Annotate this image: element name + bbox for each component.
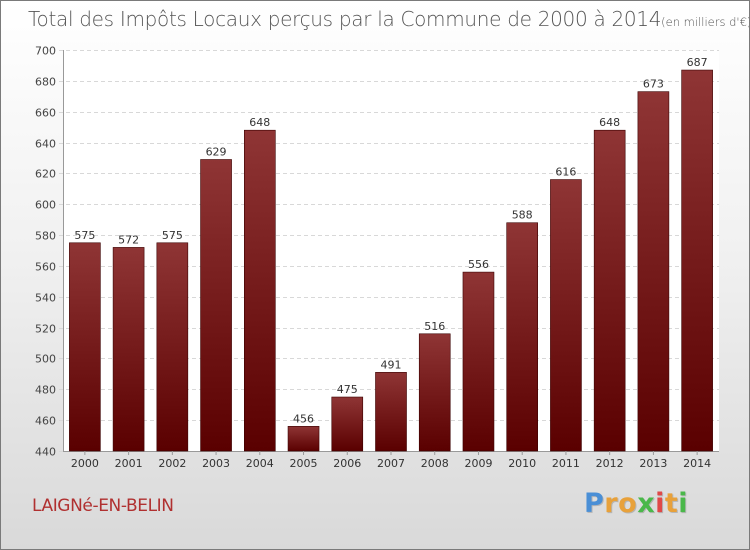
logo-letter: t xyxy=(664,488,679,519)
data-label-2013: 673 xyxy=(643,78,664,91)
bar-2013 xyxy=(637,91,670,452)
bar-2000 xyxy=(69,242,101,452)
data-label-2014: 687 xyxy=(687,56,708,69)
y-tick-label: 560 xyxy=(35,261,56,274)
logo-letter: P xyxy=(584,488,605,519)
bar-2003 xyxy=(200,159,232,452)
chart-unit-label: (en milliers d'€) xyxy=(661,15,750,29)
data-label-2010: 588 xyxy=(512,209,533,222)
data-label-2008: 516 xyxy=(424,320,445,333)
y-tick-label: 600 xyxy=(35,199,56,212)
x-tick-label-2011: 2011 xyxy=(552,457,580,470)
bar-2006 xyxy=(331,396,364,452)
y-tick-label: 640 xyxy=(35,138,56,151)
x-tick-label-2003: 2003 xyxy=(202,457,230,470)
data-label-2006: 475 xyxy=(337,383,358,396)
x-tick-label-2012: 2012 xyxy=(596,457,624,470)
data-label-2000: 575 xyxy=(74,229,95,242)
x-tick-label-2013: 2013 xyxy=(639,457,667,470)
y-tick-label: 440 xyxy=(35,446,56,459)
data-label-2011: 616 xyxy=(555,166,576,179)
bar-2004 xyxy=(244,129,276,452)
bar-2008 xyxy=(418,333,451,452)
bar-2005 xyxy=(287,426,320,452)
commune-name: LAIGNé-EN-BELIN xyxy=(32,496,174,516)
logo-letter: o xyxy=(618,488,638,519)
y-tick-label: 520 xyxy=(35,323,56,336)
logo-letter: i xyxy=(655,488,665,519)
bar-2009 xyxy=(462,271,495,452)
bar-2007 xyxy=(375,372,407,452)
data-label-2001: 572 xyxy=(118,233,139,246)
x-tick-label-2000: 2000 xyxy=(71,457,99,470)
logo-letter: x xyxy=(637,488,656,519)
chart-title: Total des Impôts Locaux perçus par la Co… xyxy=(28,7,750,31)
x-tick-label-2007: 2007 xyxy=(377,457,405,470)
x-tick-label-2005: 2005 xyxy=(290,457,318,470)
x-tick-label-2009: 2009 xyxy=(464,457,492,470)
y-tick-label: 620 xyxy=(35,168,56,181)
y-tick-label: 500 xyxy=(35,353,56,366)
x-tick-label-2002: 2002 xyxy=(158,457,186,470)
logo-letter: r xyxy=(604,488,619,519)
bar-2010 xyxy=(506,222,539,452)
y-tick-label: 700 xyxy=(35,45,56,58)
data-label-2005: 456 xyxy=(293,412,314,425)
proxiti-logo: Proxiti xyxy=(584,488,688,519)
data-label-2003: 629 xyxy=(206,146,227,159)
data-label-2004: 648 xyxy=(249,116,270,129)
y-tick-label: 580 xyxy=(35,230,56,243)
logo-letter: i xyxy=(678,488,689,519)
y-tick-label: 660 xyxy=(35,107,56,120)
y-tick-label: 480 xyxy=(35,384,56,397)
bar-2001 xyxy=(112,247,145,452)
x-tick-label-2008: 2008 xyxy=(421,457,449,470)
x-tick-label-2010: 2010 xyxy=(508,457,536,470)
y-tick-label: 460 xyxy=(35,415,56,428)
x-tick-label-2001: 2001 xyxy=(115,457,143,470)
data-label-2009: 556 xyxy=(468,258,489,271)
x-tick-label-2014: 2014 xyxy=(683,457,711,470)
x-tick-label-2006: 2006 xyxy=(333,457,361,470)
bar-2002 xyxy=(156,242,189,452)
bar-2014 xyxy=(681,69,713,452)
data-label-2007: 491 xyxy=(381,358,402,371)
chart-title-text: Total des Impôts Locaux perçus par la Co… xyxy=(28,7,662,31)
y-tick-label: 540 xyxy=(35,292,56,305)
data-label-2002: 575 xyxy=(162,229,183,242)
data-label-2012: 648 xyxy=(599,116,620,129)
bar-2012 xyxy=(593,129,626,452)
y-tick-label: 680 xyxy=(35,76,56,89)
x-tick-label-2004: 2004 xyxy=(246,457,274,470)
bar-2011 xyxy=(550,179,582,452)
